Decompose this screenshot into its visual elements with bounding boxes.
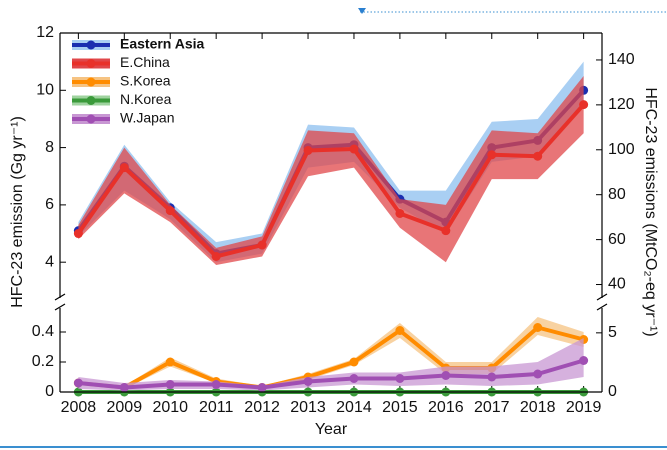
x-tick-label: 2009 — [107, 399, 143, 416]
legend-marker — [86, 77, 96, 87]
point — [211, 251, 221, 261]
y-tick-label: 4 — [45, 253, 54, 270]
x-tick-label: 2015 — [382, 399, 418, 416]
legend-label: Eastern Asia — [120, 36, 205, 52]
uncertainty-band — [78, 75, 584, 266]
uncertainty-band — [78, 338, 584, 391]
x-tick-label: 2017 — [474, 399, 510, 416]
point — [533, 151, 543, 161]
point — [441, 371, 451, 380]
point — [257, 383, 267, 392]
point — [533, 323, 543, 332]
point — [349, 374, 359, 383]
y2-tick-label: 80 — [608, 186, 626, 203]
x-tick-label: 2018 — [520, 399, 556, 416]
legend-marker — [86, 40, 96, 50]
break-mark — [596, 293, 608, 301]
legend-label: W.Japan — [120, 110, 174, 126]
series-line — [76, 103, 586, 259]
break-mark — [596, 303, 608, 311]
y-tick-label: 10 — [36, 82, 54, 99]
x-tick-label: 2012 — [244, 399, 280, 416]
point — [73, 378, 83, 388]
y2-tick-label: 100 — [608, 141, 635, 158]
y2-axis-label: HFC-23 emissions (MtCO₂-eq yr⁻¹) — [642, 87, 659, 336]
y2-tick-label: 120 — [608, 96, 635, 113]
legend-marker — [86, 96, 96, 105]
series-line — [78, 325, 585, 390]
y2-tick-label: 60 — [608, 231, 626, 248]
y-axis-label: HFC-23 emission (Gg yr⁻¹) — [9, 116, 26, 308]
point — [487, 372, 497, 382]
legend-marker — [86, 59, 96, 68]
x-tick-label: 2016 — [428, 399, 464, 416]
legend-label: N.Korea — [120, 91, 172, 107]
y-tick-label: 6 — [45, 196, 54, 213]
point — [441, 226, 451, 236]
point — [73, 229, 83, 239]
point — [487, 150, 497, 160]
x-tick-label: 2011 — [199, 399, 234, 416]
y2-tick-label: 40 — [608, 276, 626, 293]
y2-tick-label: 0 — [608, 383, 617, 400]
legend-label: S.Korea — [120, 73, 171, 89]
decor-triangle — [358, 8, 366, 14]
y-tick-label: 0.2 — [32, 353, 54, 370]
y2-tick-label: 140 — [608, 51, 635, 68]
point — [349, 144, 359, 154]
point — [165, 206, 175, 216]
series-line — [78, 358, 585, 390]
y-tick-label: 12 — [36, 24, 54, 41]
point — [349, 357, 359, 367]
y2-tick-label: 5 — [608, 324, 617, 341]
point — [119, 383, 129, 392]
legend-marker — [86, 114, 96, 124]
point — [579, 100, 589, 110]
break-mark — [54, 303, 66, 311]
point — [257, 240, 267, 250]
point — [579, 356, 589, 365]
point — [303, 145, 313, 155]
point — [165, 357, 175, 367]
point — [119, 163, 129, 173]
point — [211, 380, 221, 389]
point — [395, 326, 405, 335]
x-tick-label: 2010 — [152, 399, 188, 416]
x-tick-label: 2008 — [61, 399, 97, 416]
x-axis-label: Year — [315, 421, 348, 438]
y-tick-label: 0.4 — [32, 323, 54, 340]
y-tick-label: 8 — [45, 139, 54, 156]
point — [395, 374, 405, 383]
x-tick-label: 2013 — [290, 399, 326, 416]
legend-label: E.China — [120, 54, 170, 70]
point — [303, 377, 313, 386]
x-tick-label: 2014 — [336, 399, 372, 416]
y-tick-label: 0 — [45, 383, 54, 400]
point — [165, 380, 175, 389]
point — [533, 369, 543, 379]
x-tick-label: 2019 — [566, 399, 602, 416]
point — [395, 208, 405, 218]
break-mark — [54, 293, 66, 301]
